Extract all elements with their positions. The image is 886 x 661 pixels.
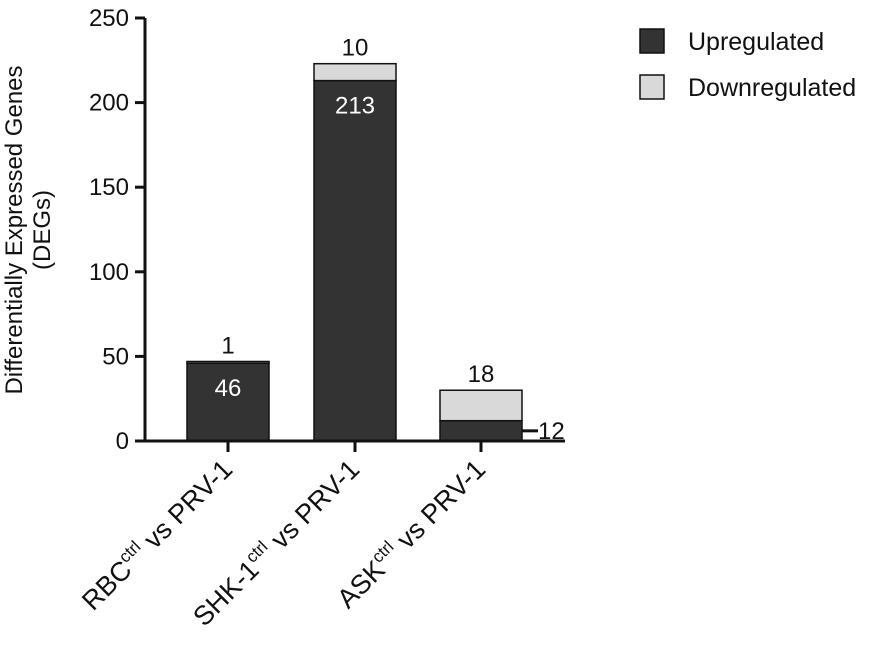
bar-upregulated	[439, 419, 523, 442]
y-axis-title-line1: Differentially Expressed Genes	[1, 65, 28, 394]
legend-swatch	[639, 74, 665, 100]
data-label-downregulated: 1	[221, 332, 234, 359]
data-label-upregulated: 46	[215, 375, 242, 402]
legend: Upregulated Downregulated	[639, 28, 856, 102]
bar-downregulated	[439, 389, 523, 422]
data-label-downregulated: 18	[468, 361, 495, 388]
bar-upregulated	[313, 79, 397, 442]
y-tick-label: 150	[89, 174, 129, 201]
legend-swatch	[639, 28, 665, 54]
y-tick-label: 50	[102, 343, 129, 370]
data-label-upregulated: 213	[335, 93, 375, 120]
data-label-downregulated: 10	[342, 35, 369, 62]
legend-label: Downregulated	[688, 74, 856, 102]
legend-label: Upregulated	[688, 28, 824, 56]
y-tick-label: 200	[89, 90, 129, 117]
y-tick-label: 250	[89, 5, 129, 32]
y-axis: 0 50 100 150 200 250	[89, 5, 147, 455]
y-tick-label: 100	[89, 259, 129, 286]
bar-downregulated	[186, 360, 270, 364]
bar-downregulated	[313, 62, 397, 82]
y-tick-label: 0	[116, 428, 129, 455]
y-axis-title-line2: (DEGs)	[29, 190, 56, 270]
